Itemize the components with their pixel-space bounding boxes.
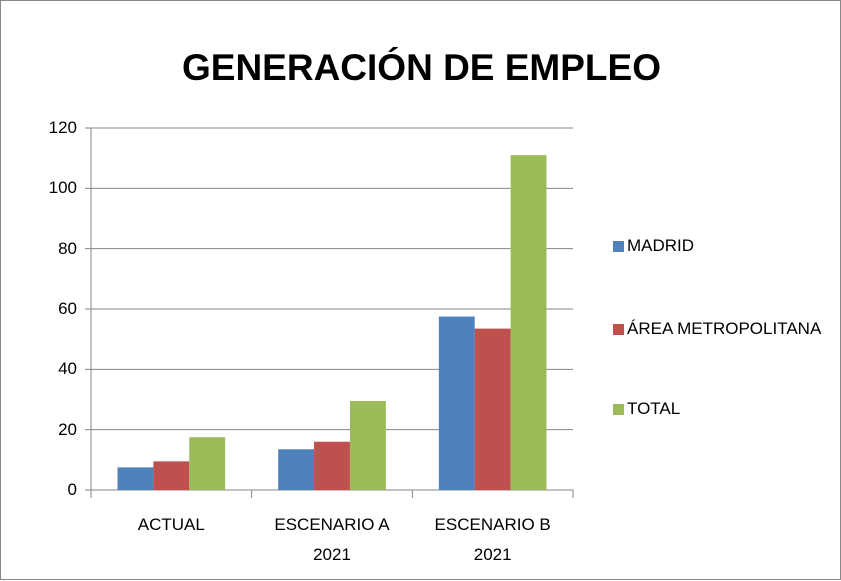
legend-label: ÁREA METROPOLITANA: [627, 319, 822, 338]
legend-label: TOTAL: [627, 399, 681, 418]
y-tick-label: 20: [58, 419, 77, 439]
x-tick-label: ESCENARIO B 2021: [434, 515, 551, 564]
bar: [314, 441, 350, 490]
y-tick-label: 60: [58, 299, 77, 318]
bar: [438, 316, 475, 490]
y-tick-label: 80: [58, 238, 77, 258]
bar: [153, 461, 190, 490]
bar: [278, 449, 315, 490]
legend-label: MADRID: [627, 236, 695, 255]
legend-swatch: [613, 404, 624, 415]
y-tick-label: 100: [48, 178, 77, 198]
x-tick-label: ESCENARIO A 2021: [274, 515, 390, 564]
legend-swatch: [613, 324, 624, 335]
bar: [510, 155, 547, 490]
chart-title: GENERACIÓN DE EMPLEO: [182, 47, 661, 88]
bar: [189, 437, 226, 490]
x-tick-label: ACTUAL: [137, 515, 205, 534]
y-tick-label: 120: [48, 118, 77, 137]
y-tick-label: 40: [58, 359, 77, 379]
bar: [474, 328, 511, 490]
bar: [117, 467, 154, 490]
y-tick-label: 0: [67, 480, 77, 499]
bar: [349, 401, 386, 490]
legend-swatch: [613, 241, 624, 252]
